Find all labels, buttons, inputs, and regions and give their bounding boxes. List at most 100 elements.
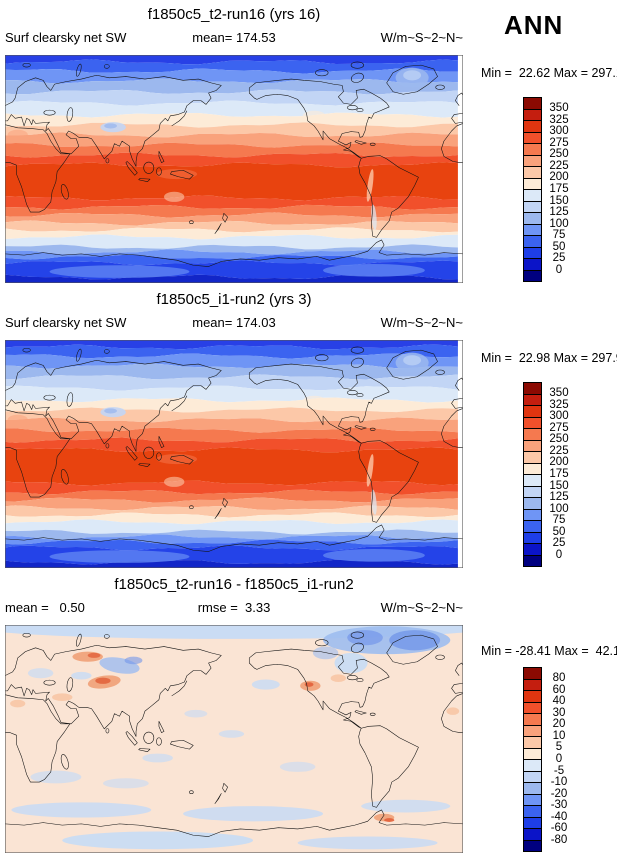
colorbar-segment (524, 394, 541, 406)
units-label: W/m~S~2~N~ (380, 30, 463, 45)
mean-stat: mean= 174.03 (192, 315, 276, 330)
colorbar-segment (524, 440, 541, 452)
colorbar-segment (524, 406, 541, 418)
colorbar-label: -5 (553, 764, 565, 777)
colorbar-label: 250 (549, 433, 569, 446)
mean-stat: mean = 0.50 (5, 600, 85, 615)
colorbar-label: 30 (552, 706, 566, 719)
colorbar-label: 325 (549, 113, 569, 126)
units-label: W/m~S~2~N~ (380, 600, 463, 615)
colorbar-labels: 350 325 300 275 250 225 200 175 150 125 100 75 50 25 0 (544, 382, 574, 567)
colorbar-label: 50 (552, 525, 566, 538)
colorbar-segment (524, 121, 541, 133)
colorbar-label: 350 (549, 102, 569, 115)
colorbar-segment (524, 668, 541, 680)
colorbar-label: 75 (552, 514, 566, 527)
colorbar-label: 325 (549, 398, 569, 411)
colorbar-segment (524, 475, 541, 487)
minmax-label: Min = -28.41 Max = 42.10 (481, 644, 617, 658)
variable-label: Surf clearsky net SW (5, 30, 127, 45)
colorbar-label: 0 (555, 548, 563, 561)
colorbar-segment (524, 532, 541, 544)
colorbar-segment (524, 109, 541, 121)
colorbar-label: -30 (550, 799, 568, 812)
colorbar-label: 250 (549, 148, 569, 161)
colorbar-label: 100 (549, 217, 569, 230)
colorbar-label: -10 (550, 776, 568, 789)
world-map-anomaly-plot (5, 625, 463, 853)
colorbar-segment (524, 555, 541, 566)
colorbar-label: 225 (549, 159, 569, 172)
colorbar-labels: 80 60 40 30 20 10 5 0 -5 -10 -20 -30 -40 -60 -80 (544, 667, 574, 852)
panel-title: f1850c5_t2-run16 (yrs 16) (147, 6, 321, 23)
colorbar-segment (524, 247, 541, 259)
mean-stat: mean= 174.53 (192, 30, 276, 45)
colorbar-segment (524, 725, 541, 737)
colorbar-segment (524, 794, 541, 806)
colorbar-label: 150 (549, 479, 569, 492)
variable-label: Surf clearsky net SW (5, 315, 127, 330)
colorbar-segment (524, 806, 541, 818)
colorbar-segment (524, 748, 541, 760)
colorbar-segment (524, 383, 541, 395)
colorbar-segment (524, 760, 541, 772)
colorbar-segment (524, 829, 541, 841)
colorbar-segment (524, 498, 541, 510)
colorbar-segment (524, 679, 541, 691)
colorbar-segment (524, 509, 541, 521)
colorbar-segment (524, 201, 541, 213)
colorbar-segment (524, 155, 541, 167)
colorbar-segment (524, 737, 541, 749)
colorbar-segment (524, 259, 541, 271)
colorbar-segment (524, 417, 541, 429)
colorbar-label: 25 (552, 537, 566, 550)
colorbar (523, 382, 542, 567)
colorbar-label: 275 (549, 136, 569, 149)
panel-title: f1850c5_i1-run2 (yrs 3) (156, 291, 312, 308)
colorbar-label: -80 (550, 833, 568, 846)
colorbar-label: 125 (549, 206, 569, 219)
colorbar-segment (524, 521, 541, 533)
colorbar-segment (524, 817, 541, 829)
colorbar-label: 225 (549, 444, 569, 457)
colorbar-label: 0 (555, 753, 563, 765)
panel-case2: f1850c5_i1-run2 (yrs 3) Surf clearsky ne… (0, 285, 617, 570)
colorbar-label: 25 (552, 252, 566, 265)
colorbar-segment (524, 702, 541, 714)
colorbar-segment (524, 167, 541, 179)
colorbar-segment (524, 691, 541, 703)
colorbar-segment (524, 132, 541, 144)
colorbar-segment (524, 213, 541, 225)
colorbar-label: 300 (549, 410, 569, 423)
colorbar-label: 40 (552, 695, 566, 708)
colorbar-label: 200 (549, 456, 569, 469)
colorbar-label: 150 (549, 194, 569, 207)
colorbar-label: -60 (550, 822, 568, 835)
colorbar-segment (524, 236, 541, 248)
colorbar-label: 20 (552, 718, 566, 731)
colorbar-label: 10 (552, 729, 566, 742)
panel-case1: f1850c5_t2-run16 (yrs 16) Surf clearsky … (0, 0, 617, 285)
season-label: ANN (504, 10, 564, 40)
colorbar-segment (524, 463, 541, 475)
colorbar (523, 97, 542, 282)
colorbar-label: 300 (549, 125, 569, 138)
colorbar-label: 125 (549, 491, 569, 504)
colorbar-label: 60 (552, 683, 566, 696)
colorbar-label: -40 (550, 810, 568, 823)
colorbar-segment (524, 144, 541, 156)
colorbar-label: 75 (552, 229, 566, 242)
panel-difference: f1850c5_t2-run16 - f1850c5_i1-run2 mean … (0, 570, 617, 855)
world-map-plot (5, 55, 463, 283)
colorbar-segment (524, 771, 541, 783)
colorbar-label: 50 (552, 240, 566, 253)
colorbar-segment (524, 98, 541, 110)
colorbar-label: -20 (550, 787, 568, 800)
colorbar-label: 175 (549, 468, 569, 480)
colorbar-labels: 350 325 300 275 250 225 200 175 150 125 100 75 50 25 0 (544, 97, 574, 282)
colorbar-label: 200 (549, 171, 569, 184)
colorbar-segment (524, 486, 541, 498)
colorbar-segment (524, 544, 541, 556)
colorbar-segment (524, 714, 541, 726)
